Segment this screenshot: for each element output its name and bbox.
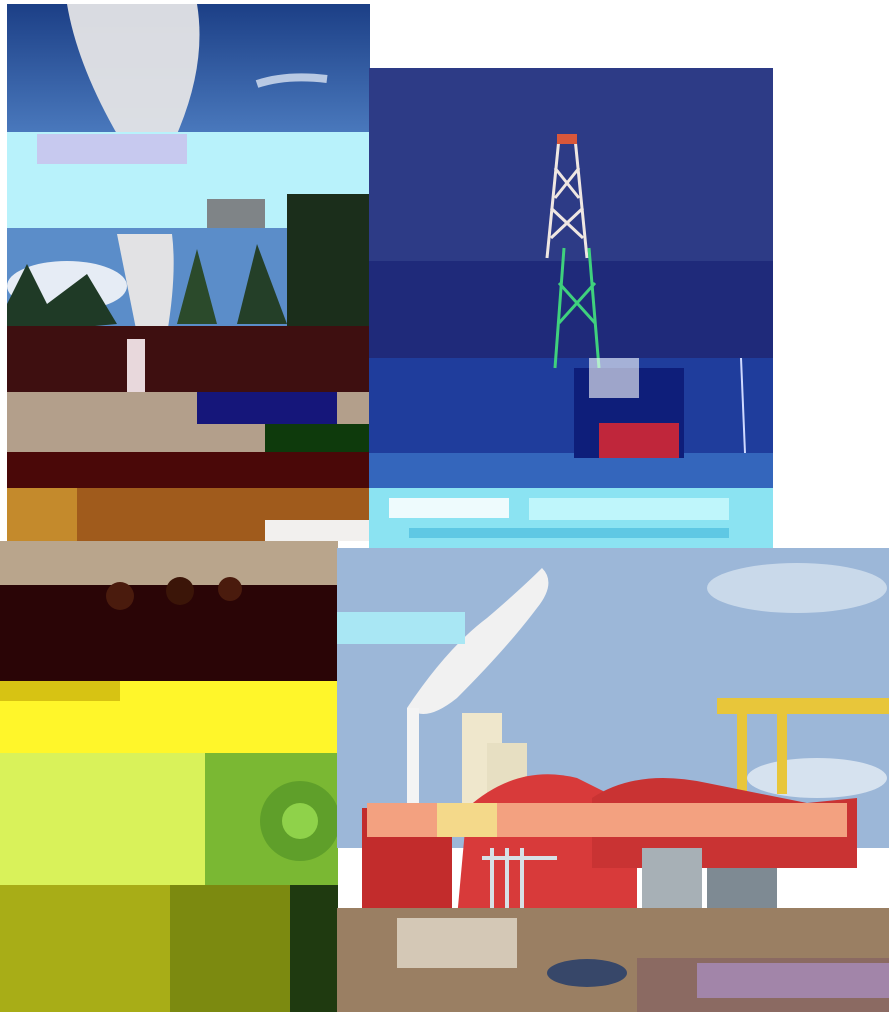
geyser-scene (7, 4, 370, 541)
geyser-photo (7, 4, 370, 541)
drilling-rig-photo (369, 68, 773, 568)
machinery-scene (0, 541, 338, 1012)
power-plant-photo (337, 548, 889, 1012)
machinery-photo (0, 541, 338, 1012)
power-plant-scene (337, 548, 889, 1012)
drilling-rig-scene (369, 68, 773, 568)
